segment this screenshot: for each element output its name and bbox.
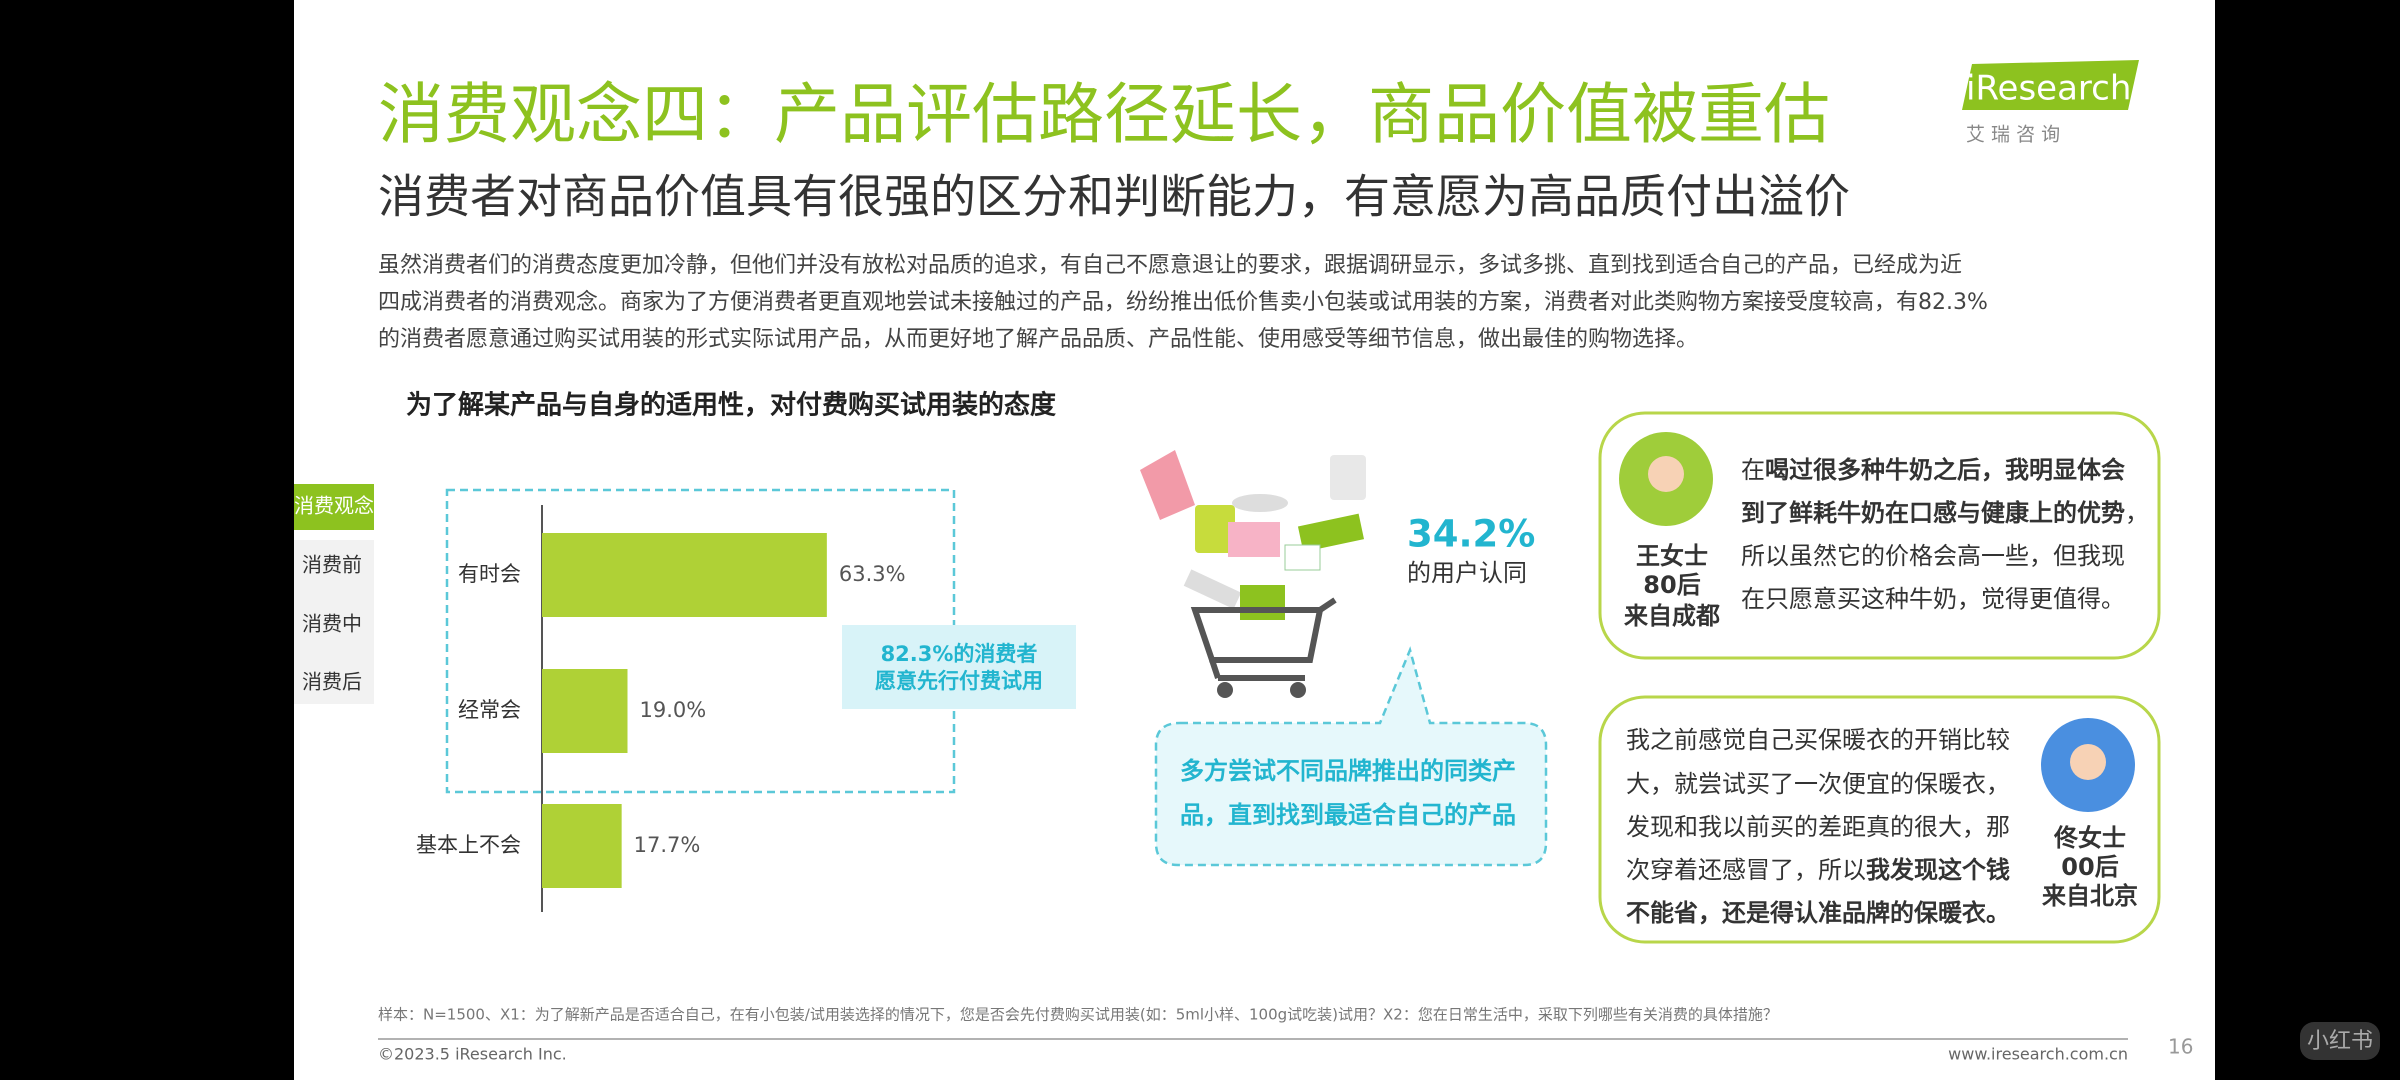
callout-text: 82.3%的消费者: [881, 642, 1038, 666]
body-line: 虽然消费者们的消费态度更加冷静，但他们并没有放松对品质的追求，有自己不愿意退让的…: [378, 253, 1962, 278]
subtitle: 消费者对商品价值具有很强的区分和判断能力，有意愿为高品质付出溢价: [378, 170, 1850, 224]
nav-item[interactable]: 消费前: [302, 553, 362, 577]
person-label: 王女士: [1636, 542, 1708, 570]
footnote: 样本：N=1500、X1：为了解新产品是否适合自己，在有小包装/试用装选择的情况…: [378, 1006, 1778, 1024]
quote-line: 次穿着还感冒了，所以我发现这个钱: [1626, 856, 2010, 884]
logo-badge: [1962, 60, 2139, 110]
watermark: 小红书: [2307, 1029, 2373, 1054]
person-label: 00后: [2061, 853, 2118, 881]
chart-title: 为了解某产品与自身的适用性，对付费购买试用装的态度: [406, 390, 1056, 421]
quote-segment: 发现和我以前买的差距真的很大，那: [1626, 813, 2010, 841]
category-label: 有时会: [458, 562, 521, 586]
category-label: 基本上不会: [416, 833, 521, 857]
person-label: 佟女士: [2053, 824, 2126, 852]
value-label: 17.7%: [634, 833, 701, 857]
callout-text: 愿意先行付费试用: [875, 669, 1043, 693]
person-label: 80后: [1643, 571, 1700, 599]
person-label: 来自北京: [2042, 882, 2138, 910]
bubble-text: 品，直到找到最适合自己的产品: [1180, 801, 1516, 829]
logo: iResearch: [1966, 69, 2131, 109]
avatar-face: [2070, 744, 2106, 780]
avatar-face: [1648, 456, 1684, 492]
body-line: 四成消费者的消费观念。商家为了方便消费者更直观地尝试未接触过的产品，纷纷推出低价…: [378, 290, 1988, 315]
bar: [542, 669, 628, 753]
category-label: 经常会: [458, 698, 521, 722]
logo-sub: 艾 瑞 咨 询: [1966, 124, 2060, 146]
quote-card: [1598, 411, 2161, 660]
nav-item[interactable]: 消费中: [302, 612, 362, 636]
quote-segment: 在: [1741, 456, 1765, 484]
copyright: ©2023.5 iResearch Inc.: [378, 1045, 567, 1064]
nav-active[interactable]: [294, 484, 374, 530]
quote-line: 所以虽然它的价格会高一些，但我现: [1741, 542, 2125, 570]
value-label: 63.3%: [839, 562, 906, 586]
quote-line: 到了鲜耗牛奶在口感与健康上的优势，: [1741, 499, 2149, 527]
url: www.iresearch.com.cn: [1948, 1045, 2128, 1064]
quote-line: 在喝过很多种牛奶之后，我明显体会: [1741, 456, 2125, 484]
watermark-bg: [2300, 1022, 2380, 1060]
quote-line: 在只愿意买这种牛奶，觉得更值得。: [1741, 585, 2125, 613]
quote-segment: 不能省，还是得认准品牌的保暖衣。: [1626, 899, 2010, 927]
quote-segment: ，: [2125, 499, 2149, 527]
bubble-text: 多方尝试不同品牌推出的同类产: [1180, 757, 1516, 785]
quote-card: [1598, 695, 2161, 944]
quote-line: 我之前感觉自己买保暖衣的开销比较: [1626, 726, 2010, 754]
quote-segment: 到了鲜耗牛奶在口感与健康上的优势: [1741, 499, 2125, 527]
quote-segment: 我之前感觉自己买保暖衣的开销比较: [1626, 726, 2010, 754]
quote-line: 大，就尝试买了一次便宜的保暖衣，: [1626, 770, 2010, 798]
shopping-illustration: [1140, 450, 1366, 698]
nav-bg: [294, 540, 374, 704]
bar: [542, 533, 827, 617]
quote-segment: 大，就尝试买了一次便宜的保暖衣，: [1626, 770, 2010, 798]
page-number: 16: [2168, 1035, 2193, 1059]
callout-box: [842, 625, 1076, 709]
bar: [542, 804, 622, 888]
speech-bubble: [1154, 646, 1548, 867]
person-label: 来自成都: [1624, 602, 1720, 630]
nav-item[interactable]: 消费观念: [294, 494, 374, 518]
body-line: 的消费者愿意通过购买试用装的形式实际试用产品，从而更好地了解产品品质、产品性能、…: [378, 327, 1698, 352]
quote-segment: 所以虽然它的价格会高一些，但我现: [1741, 542, 2125, 570]
quote-segment: 次穿着还感冒了，所以: [1626, 856, 1866, 884]
quote-line: 发现和我以前买的差距真的很大，那: [1626, 813, 2010, 841]
quote-line: 不能省，还是得认准品牌的保暖衣。: [1626, 899, 2010, 927]
nav-item[interactable]: 消费后: [302, 670, 362, 694]
quote-segment: 在只愿意买这种牛奶，觉得更值得。: [1741, 585, 2125, 613]
stat-label: 的用户认同: [1407, 559, 1527, 587]
stat-value: 34.2%: [1407, 513, 1535, 556]
quote-segment: 我发现这个钱: [1866, 856, 2010, 884]
title: 消费观念四：产品评估路径延长，商品价值被重估: [378, 76, 1830, 153]
value-label: 19.0%: [640, 698, 707, 722]
quote-segment: 喝过很多种牛奶之后，我明显体会: [1765, 456, 2125, 484]
